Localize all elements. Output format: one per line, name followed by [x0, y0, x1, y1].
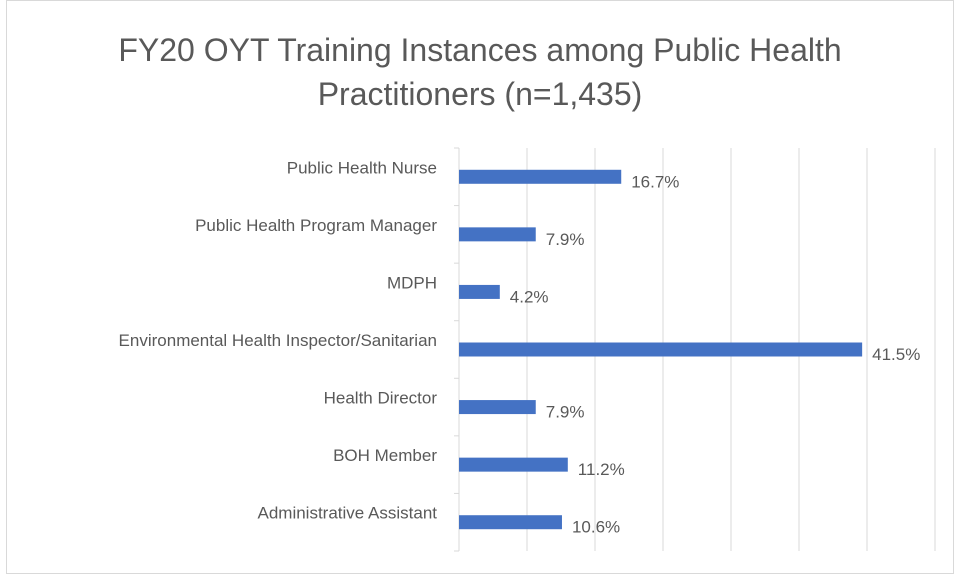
bar [459, 457, 568, 472]
bar [459, 342, 863, 357]
data-label: 41.5% [872, 345, 920, 364]
y-tick-label: Public Health Program Manager [195, 216, 437, 235]
chart-border [6, 0, 954, 574]
bar [459, 515, 562, 530]
y-tick-label: Administrative Assistant [257, 504, 437, 523]
data-label: 16.7% [631, 172, 679, 191]
bar [459, 169, 622, 184]
y-tick-label: Public Health Nurse [287, 158, 437, 177]
data-label: 11.2% [578, 460, 625, 479]
y-tick-label: Environmental Health Inspector/Sanitaria… [119, 331, 437, 350]
y-tick-label: BOH Member [333, 446, 437, 465]
data-label: 7.9% [546, 403, 585, 422]
data-label: 10.6% [572, 518, 620, 537]
bar [459, 284, 500, 299]
y-tick-label: Health Director [324, 389, 438, 408]
bar [459, 227, 536, 242]
data-label: 4.2% [510, 287, 549, 306]
y-tick-label: MDPH [387, 273, 437, 292]
chart-title: FY20 OYT Training Instances among Public… [118, 32, 842, 112]
data-label: 7.9% [546, 230, 585, 249]
bar [459, 400, 536, 415]
